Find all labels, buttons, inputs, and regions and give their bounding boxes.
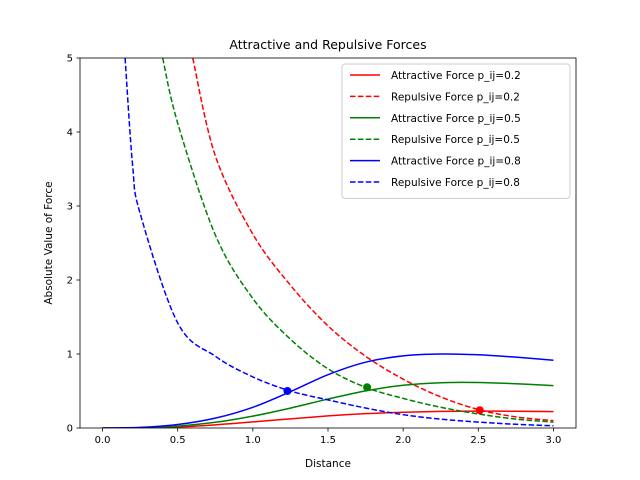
y-tick-label: 1 — [67, 350, 73, 361]
y-tick-label: 3 — [67, 202, 73, 213]
y-tick-label: 0 — [67, 424, 73, 435]
legend-label: Repulsive Force p_ij=0.2 — [391, 91, 520, 103]
series-line-repulsive-force-p-ij-0-8 — [124, 58, 554, 427]
x-tick-label: 2.0 — [395, 435, 411, 446]
x-tick-label: 1.5 — [320, 435, 336, 446]
intersection-point — [283, 387, 292, 395]
legend: Attractive Force p_ij=0.2 Repulsive Force… — [341, 63, 571, 199]
chart-title: Attractive and Repulsive Forces — [229, 37, 426, 52]
series-line-repulsive-force-p-ij-0-5 — [161, 58, 554, 423]
x-tick-label: 0.0 — [95, 435, 111, 446]
y-axis-title: Absolute Value of Force — [43, 181, 55, 304]
y-tick-label: 2 — [67, 276, 73, 287]
legend-label: Attractive Force p_ij=0.5 — [391, 113, 521, 125]
x-axis-title: Distance — [305, 458, 351, 470]
legend-label: Attractive Force p_ij=0.8 — [391, 156, 521, 168]
intersection-point — [363, 383, 372, 392]
x-tick-label: 0.5 — [170, 435, 186, 446]
series-line-attractive-force-p-ij-0-8 — [102, 353, 554, 428]
legend-label: Repulsive Force p_ij=0.5 — [391, 134, 520, 146]
x-tick-label: 2.5 — [470, 435, 486, 446]
legend-label: Repulsive Force p_ij=0.8 — [391, 177, 520, 189]
x-tick-label: 3.0 — [546, 435, 562, 446]
y-axis: 0 1 2 3 4 5 — [67, 54, 80, 435]
marker-layer — [283, 383, 484, 415]
x-axis: 0.0 0.5 1.0 1.5 2.0 2.5 3.0 — [95, 428, 562, 446]
legend-box — [341, 63, 571, 199]
y-tick-label: 5 — [67, 54, 73, 65]
legend-label: Attractive Force p_ij=0.2 — [391, 70, 521, 82]
series-line-attractive-force-p-ij-0-5 — [102, 381, 554, 428]
series-line-repulsive-force-p-ij-0-2 — [191, 58, 554, 422]
y-tick-label: 4 — [67, 128, 73, 139]
intersection-point — [475, 406, 484, 415]
x-tick-label: 1.0 — [245, 435, 261, 446]
